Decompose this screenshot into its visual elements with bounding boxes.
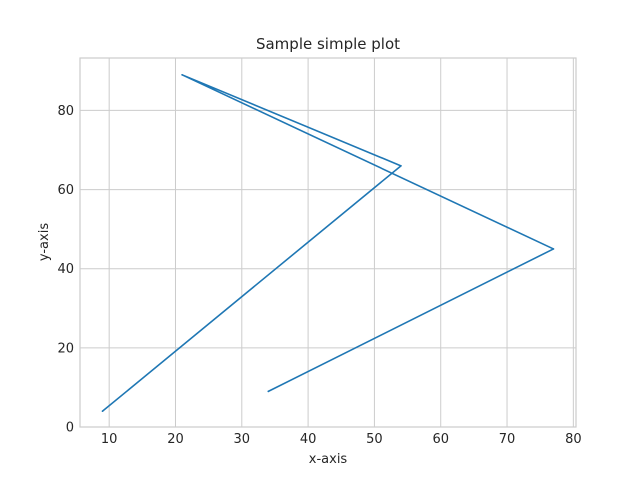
data-points: [101, 74, 555, 412]
x-axis-label: x-axis: [309, 452, 348, 467]
y-tick-label: 60: [57, 183, 74, 198]
x-tick-label: 80: [565, 432, 582, 447]
data-point: [267, 390, 270, 393]
x-gridlines: [108, 58, 574, 427]
x-tick-label: 70: [499, 432, 516, 447]
x-tick-label: 20: [167, 432, 184, 447]
y-tick-label: 20: [57, 341, 74, 356]
y-tick-label: 80: [57, 104, 74, 119]
y-tick-label: 40: [57, 262, 74, 277]
x-tick-label: 10: [101, 432, 118, 447]
plot-area: [80, 58, 576, 427]
y-tick-labels: 0 20 40 60 80: [57, 104, 74, 436]
data-point: [400, 165, 402, 167]
data-point: [552, 248, 555, 250]
y-tick-label: 0: [66, 421, 74, 436]
y-axis-label: y-axis: [37, 223, 52, 261]
x-tick-label: 40: [300, 432, 317, 447]
x-tick-label: 50: [366, 432, 383, 447]
x-tick-labels: 10 20 30 40 50 60 70 80: [101, 432, 582, 447]
x-tick-label: 30: [234, 432, 251, 447]
x-tick-label: 60: [432, 432, 449, 447]
axes-frame: [79, 57, 577, 428]
data-point: [101, 410, 104, 412]
chart-title: Sample simple plot: [256, 35, 400, 53]
data-point: [181, 74, 183, 76]
